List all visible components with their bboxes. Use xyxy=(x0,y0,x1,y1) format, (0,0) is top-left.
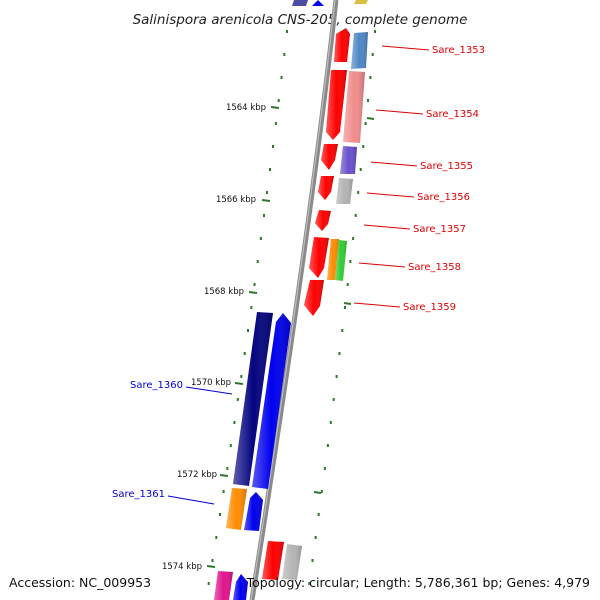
map-title: Salinispora arenicola CNS-205, complete … xyxy=(133,12,468,28)
svg-text:1566 kbp: 1566 kbp xyxy=(216,195,256,205)
svg-text:1572 kbp: 1572 kbp xyxy=(177,470,217,480)
label-sare-1355[interactable]: Sare_1355 xyxy=(370,161,473,172)
scale-tick-1572: 1572 kbp xyxy=(177,470,229,480)
gene-top-fragment-1 xyxy=(292,0,308,6)
svg-text:Sare_1361: Sare_1361 xyxy=(112,489,165,500)
gene-sare-1358-neighbor-green[interactable] xyxy=(335,240,347,281)
scale-tick-1568: 1568 kbp xyxy=(204,287,258,297)
gene-sare-1354-neighbor[interactable] xyxy=(343,71,365,143)
gene-bottom-blue[interactable] xyxy=(233,574,248,600)
gene-bottom-magenta[interactable] xyxy=(214,571,233,600)
svg-text:Sare_1355: Sare_1355 xyxy=(420,161,473,172)
genome-summary-text: Topology: circular; Length: 5,786,361 bp… xyxy=(246,575,590,590)
label-sare-1353[interactable]: Sare_1353 xyxy=(381,45,485,56)
gene-sare-1358-neighbor-orange[interactable] xyxy=(327,239,339,280)
label-sare-1360[interactable]: Sare_1360 xyxy=(130,380,233,395)
gene-sare-1356-feature[interactable] xyxy=(318,176,334,200)
accession-text: Accession: NC_009953 xyxy=(9,575,152,590)
label-sare-1357[interactable]: Sare_1357 xyxy=(363,224,466,235)
svg-text:1570 kbp: 1570 kbp xyxy=(191,378,231,388)
genome-backbone xyxy=(249,0,339,600)
svg-text:1574 kbp: 1574 kbp xyxy=(162,562,202,572)
gene-sare-1358-feature[interactable] xyxy=(309,237,329,278)
label-sare-1356[interactable]: Sare_1356 xyxy=(366,192,470,203)
gene-sare-1361-neighbor[interactable] xyxy=(244,492,263,531)
gene-sare-1353-feature[interactable] xyxy=(334,28,350,62)
scale-tick-1566: 1566 kbp xyxy=(216,195,271,205)
svg-text:Sare_1354: Sare_1354 xyxy=(426,109,479,120)
svg-text:Sare_1357: Sare_1357 xyxy=(413,224,466,235)
gene-sare-1360-feature[interactable] xyxy=(233,312,273,486)
outer-tick-marks xyxy=(313,117,375,494)
scale-tick-1570: 1570 kbp xyxy=(191,378,244,388)
label-sare-1361[interactable]: Sare_1361 xyxy=(112,489,215,505)
gene-top-fragment-2 xyxy=(312,0,324,6)
gene-bottom-red[interactable] xyxy=(262,541,284,580)
gene-sare-1359-feature[interactable] xyxy=(304,280,324,316)
svg-text:Sare_1353: Sare_1353 xyxy=(432,45,485,56)
label-sare-1358[interactable]: Sare_1358 xyxy=(358,262,461,273)
gene-sare-1361-feature[interactable] xyxy=(226,488,247,530)
gene-sare-1357-feature[interactable] xyxy=(315,210,331,231)
svg-text:1568 kbp: 1568 kbp xyxy=(204,287,244,297)
svg-text:Sare_1359: Sare_1359 xyxy=(403,302,456,313)
gene-sare-1355-neighbor[interactable] xyxy=(340,146,357,174)
gene-top-fragment-3 xyxy=(354,0,368,4)
svg-text:Sare_1358: Sare_1358 xyxy=(408,262,461,273)
genome-backbone-highlight xyxy=(250,0,336,600)
gene-sare-1353-neighbor[interactable] xyxy=(351,32,368,69)
gene-sare-1355-feature[interactable] xyxy=(321,144,338,170)
gene-sare-1354-feature[interactable] xyxy=(326,70,347,140)
label-sare-1354[interactable]: Sare_1354 xyxy=(375,109,479,120)
label-sare-1359[interactable]: Sare_1359 xyxy=(353,302,456,313)
svg-text:1564 kbp: 1564 kbp xyxy=(226,103,266,113)
gene-sare-1356-neighbor[interactable] xyxy=(336,178,353,204)
scale-tick-1574: 1574 kbp xyxy=(162,562,216,572)
outer-scale-ring xyxy=(308,30,376,585)
gene-sare-1360-neighbor[interactable] xyxy=(252,313,291,489)
svg-text:Sare_1356: Sare_1356 xyxy=(417,192,470,203)
svg-text:Sare_1360: Sare_1360 xyxy=(130,380,183,391)
inner-scale-ring xyxy=(207,30,288,585)
scale-tick-1564: 1564 kbp xyxy=(226,103,280,113)
gene-bottom-gray[interactable] xyxy=(282,544,302,580)
